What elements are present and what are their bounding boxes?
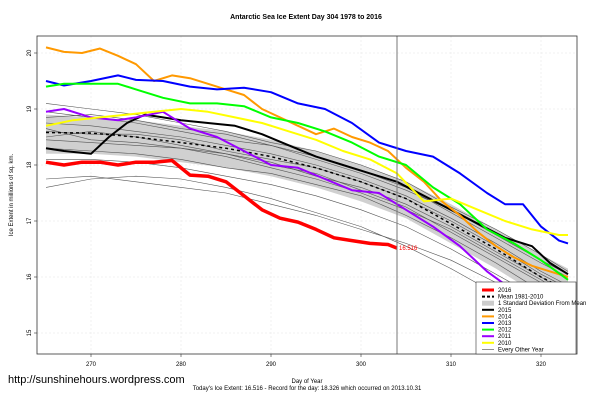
- x-tick-label: 310: [446, 362, 457, 368]
- other-year-line: [45, 122, 569, 286]
- series-line-2011: [45, 108, 569, 320]
- legend-label: 2015: [498, 308, 512, 314]
- legend-label: 2014: [498, 314, 512, 320]
- legend-label: 2013: [498, 321, 512, 327]
- x-axis-label: Day of Year: [291, 379, 322, 385]
- series-line-2013: [45, 74, 569, 245]
- legend-label: 1 Standard Deviation From Mean: [498, 301, 586, 307]
- legend-label: Every Other Year: [498, 347, 544, 353]
- y-tick-label: 19: [27, 105, 33, 112]
- y-tick-label: 17: [27, 217, 33, 224]
- std-band: [46, 114, 568, 311]
- series-line-2012: [45, 82, 569, 281]
- y-tick-label: 20: [27, 49, 33, 56]
- plot-frame: [36, 35, 578, 355]
- source-url[interactable]: http://sunshinehours.wordpress.com: [8, 374, 185, 386]
- x-tick-label: 320: [536, 362, 547, 368]
- series-line-2016: [45, 158, 398, 250]
- legend-label: 2010: [498, 341, 512, 347]
- x-axis: 270 280 290 300 310 320: [86, 354, 547, 368]
- y-tick-label: 15: [27, 329, 33, 336]
- legend-label: 2011: [498, 334, 512, 340]
- legend-label: Mean 1981-2010: [498, 295, 544, 301]
- other-year-line: [45, 139, 569, 300]
- legend-label: 2016: [498, 288, 512, 294]
- chart-title: Antarctic Sea Ice Extent Day 304 1978 to…: [230, 14, 382, 21]
- other-year-line: [45, 128, 569, 297]
- std-deviation-band: [46, 114, 568, 311]
- y-axis-label: Ice Extent in millions of sq. km.: [9, 153, 15, 236]
- series-lines: [45, 46, 569, 320]
- other-year-line: [45, 147, 569, 306]
- series-line-2010: [45, 108, 568, 236]
- x-tick-label: 300: [356, 362, 367, 368]
- series-line-mean-1981-2010: [45, 131, 569, 292]
- y-tick-label: 16: [27, 273, 33, 280]
- grid: [37, 36, 577, 354]
- x-tick-label: 280: [176, 362, 187, 368]
- y-axis: 15 16 17 18 19 20: [27, 49, 37, 336]
- x-tick-label: 270: [86, 362, 97, 368]
- legend-label: 2012: [498, 328, 512, 334]
- y-tick-label: 18: [27, 161, 33, 168]
- footer-summary: Today's Ice Extent: 16.516 - Record for …: [193, 386, 422, 392]
- x-tick-label: 290: [266, 362, 277, 368]
- series-line-2014: [45, 46, 569, 278]
- current-value-label: 16.516: [399, 246, 418, 252]
